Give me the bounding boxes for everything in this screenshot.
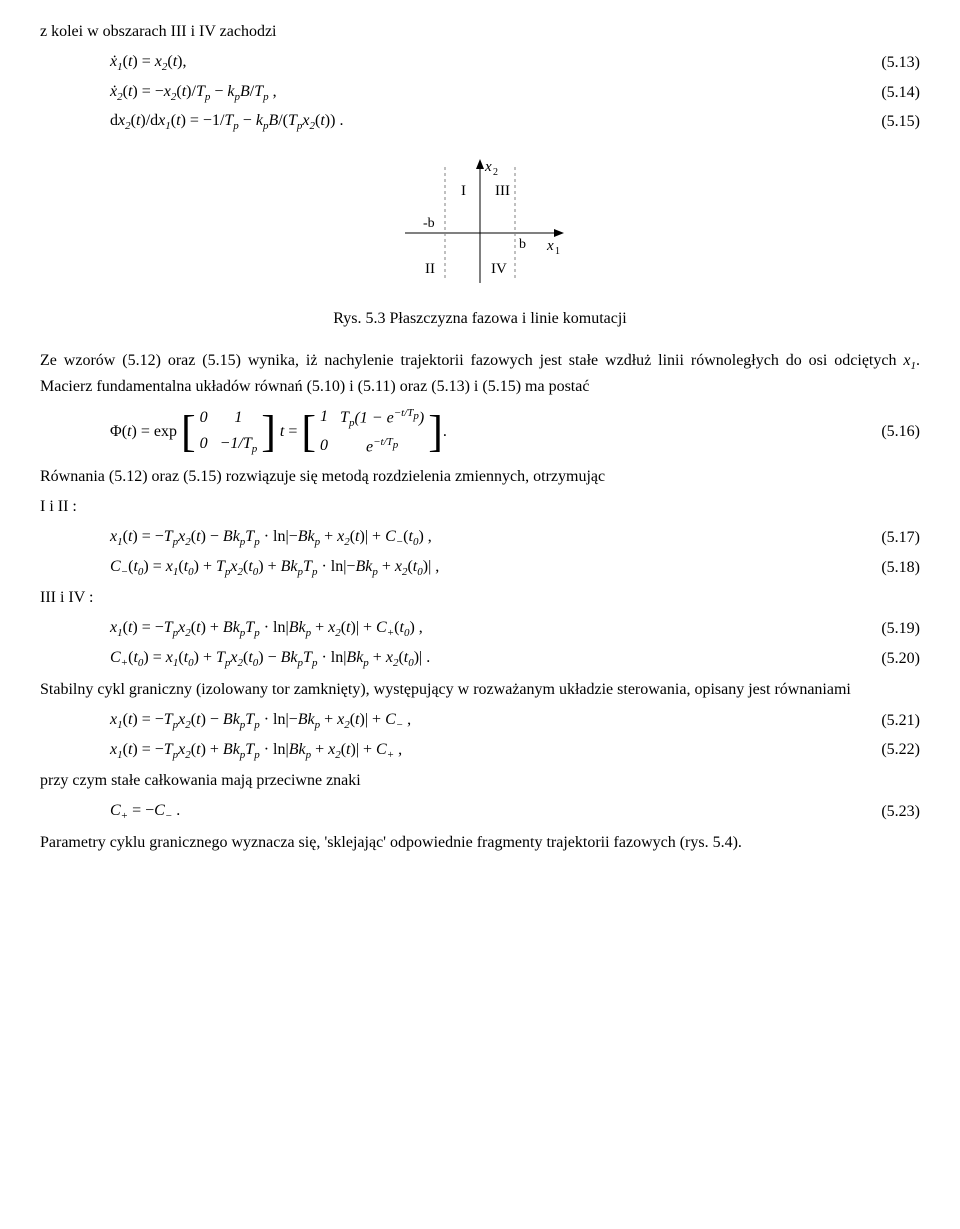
eq-body: x1(t) = −Tpx2(t) + BkpTp · ln|Bkp + x2(t… xyxy=(40,616,850,642)
intro-text: z kolei w obszarach III i IV zachodzi xyxy=(40,20,920,44)
eq-body: C−(t0) = x1(t0) + Tpx2(t0) + BkpTp · ln|… xyxy=(40,555,850,581)
quadrant-III-label: III xyxy=(495,183,510,199)
paragraph-5: przy czym stałe całkowania mają przeciwn… xyxy=(40,769,920,793)
quadrant-II-label: II xyxy=(425,261,435,277)
eq-number: (5.13) xyxy=(850,51,920,75)
paragraph-6: Parametry cyklu granicznego wyznacza się… xyxy=(40,831,920,855)
eq-number: (5.21) xyxy=(850,709,920,733)
x1-axis-sub: 1 xyxy=(555,246,560,257)
equation-5-15: dx2(t)/dx1(t) = −1/Tp − kpB/(Tpx2(t)) . … xyxy=(40,109,920,135)
eq-number: (5.15) xyxy=(850,110,920,134)
eq-number: (5.16) xyxy=(850,420,920,444)
paragraph-3: Równania (5.12) oraz (5.15) rozwiązuje s… xyxy=(40,465,920,489)
eq-body: C+(t0) = x1(t0) + Tpx2(t0) − BkpTp · ln|… xyxy=(40,646,850,672)
equation-5-14: ẋ2(t) = −x2(t)/Tp − kpB/Tp , (5.14) xyxy=(40,80,920,106)
eq-number: (5.20) xyxy=(850,647,920,671)
minus-b-label: -b xyxy=(423,216,435,231)
equation-5-13: ẋ1(t) = x2(t), (5.13) xyxy=(40,50,920,76)
b-label: b xyxy=(519,237,526,252)
equation-5-23: C+ = −C− . (5.23) xyxy=(40,799,920,825)
eq-body: ẋ2(t) = −x2(t)/Tp − kpB/Tp , xyxy=(40,80,850,106)
eq-number: (5.19) xyxy=(850,617,920,641)
equation-5-20: C+(t0) = x1(t0) + Tpx2(t0) − BkpTp · ln|… xyxy=(40,646,920,672)
eq-number: (5.18) xyxy=(850,556,920,580)
eq-body: dx2(t)/dx1(t) = −1/Tp − kpB/(Tpx2(t)) . xyxy=(40,109,850,135)
eq-number: (5.23) xyxy=(850,800,920,824)
eq-body: ẋ1(t) = x2(t), xyxy=(40,50,850,76)
figure-5-3: I III II IV -b b x 2 x 1 xyxy=(40,153,920,301)
equation-5-22: x1(t) = −Tpx2(t) + BkpTp · ln|Bkp + x2(t… xyxy=(40,738,920,764)
eq-body: x1(t) = −Tpx2(t) + BkpTp · ln|Bkp + x2(t… xyxy=(40,738,850,764)
eq-body: x1(t) = −Tpx2(t) − BkpTp · ln|−Bkp + x2(… xyxy=(40,708,850,734)
group-I-II-label: I i II : xyxy=(40,495,920,519)
group-III-IV-label: III i IV : xyxy=(40,586,920,610)
eq-body: C+ = −C− . xyxy=(40,799,850,825)
para2-a: Ze wzorów (5.12) oraz (5.15) wynika, iż … xyxy=(40,352,903,369)
x1-axis-label: x xyxy=(546,238,554,254)
equation-5-21: x1(t) = −Tpx2(t) − BkpTp · ln|−Bkp + x2(… xyxy=(40,708,920,734)
x2-axis-sub: 2 xyxy=(493,167,498,178)
eq-number: (5.14) xyxy=(850,81,920,105)
x2-axis-label: x xyxy=(484,159,492,175)
eq-body: Φ(t) = exp [ 01 0−1/Tp ] t = [ 1Tp(1 − e… xyxy=(40,405,850,459)
equation-5-18: C−(t0) = x1(t0) + Tpx2(t0) + BkpTp · ln|… xyxy=(40,555,920,581)
quadrant-IV-label: IV xyxy=(491,261,507,277)
eq-number: (5.22) xyxy=(850,738,920,762)
equation-5-19: x1(t) = −Tpx2(t) + BkpTp · ln|Bkp + x2(t… xyxy=(40,616,920,642)
eq-number: (5.17) xyxy=(850,526,920,550)
equation-5-17: x1(t) = −Tpx2(t) − BkpTp · ln|−Bkp + x2(… xyxy=(40,525,920,551)
figure-5-3-caption: Rys. 5.3 Płaszczyzna fazowa i linie komu… xyxy=(40,307,920,331)
quadrant-I-label: I xyxy=(461,183,466,199)
paragraph-2: Ze wzorów (5.12) oraz (5.15) wynika, iż … xyxy=(40,349,920,399)
eq-body: x1(t) = −Tpx2(t) − BkpTp · ln|−Bkp + x2(… xyxy=(40,525,850,551)
paragraph-4: Stabilny cykl graniczny (izolowany tor z… xyxy=(40,678,920,702)
equation-5-16: Φ(t) = exp [ 01 0−1/Tp ] t = [ 1Tp(1 − e… xyxy=(40,405,920,459)
